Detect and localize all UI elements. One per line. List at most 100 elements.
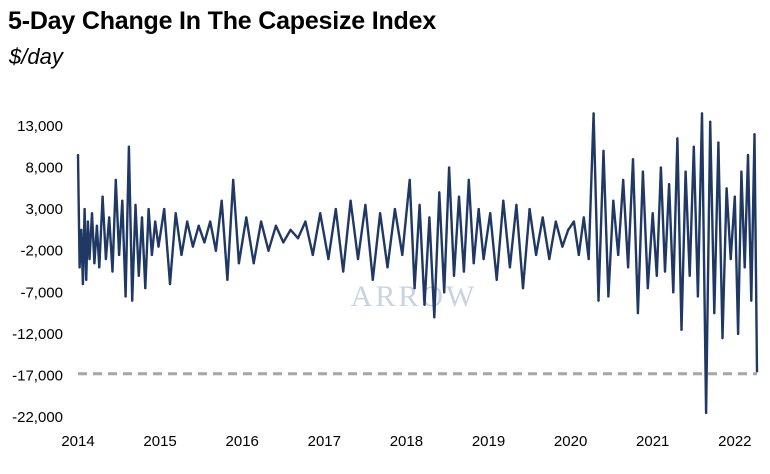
- data-point: [88, 257, 91, 261]
- data-point: [131, 299, 134, 302]
- data-point: [203, 241, 206, 244]
- x-tick-label: 2017: [308, 433, 341, 450]
- data-point: [567, 228, 570, 232]
- data-point: [587, 257, 590, 261]
- data-point: [78, 266, 81, 269]
- data-point: [134, 203, 137, 207]
- data-point: [327, 257, 330, 261]
- data-point: [462, 270, 466, 273]
- data-point: [602, 149, 605, 153]
- data-point: [209, 220, 212, 223]
- data-point: [655, 274, 658, 277]
- data-point: [342, 270, 345, 273]
- data-point: [740, 170, 743, 173]
- data-point: [577, 253, 580, 257]
- data-point: [137, 274, 140, 277]
- data-point: [371, 278, 374, 281]
- data-point: [180, 253, 183, 257]
- data-point: [127, 145, 131, 148]
- data-point: [753, 133, 756, 136]
- data-point: [717, 141, 720, 144]
- x-tick-label: 2022: [718, 433, 751, 450]
- data-point: [696, 295, 700, 298]
- data-point: [95, 224, 99, 227]
- data-point: [688, 274, 691, 277]
- data-point: [232, 178, 235, 182]
- data-point: [114, 178, 118, 182]
- data-point: [304, 220, 307, 223]
- data-point: [147, 207, 150, 211]
- data-point: [489, 212, 492, 215]
- data-point: [274, 224, 278, 227]
- data-point: [667, 183, 671, 186]
- x-tick-label: 2016: [226, 433, 259, 450]
- data-point: [168, 282, 172, 286]
- data-point: [692, 145, 695, 148]
- data-point: [86, 220, 90, 223]
- data-point: [636, 311, 640, 315]
- y-tick-label: 3,000: [25, 201, 63, 218]
- data-point: [197, 224, 200, 227]
- data-point: [641, 170, 645, 173]
- data-point: [631, 158, 635, 161]
- data-point: [121, 199, 124, 202]
- data-point: [684, 170, 687, 173]
- data-point: [721, 336, 724, 340]
- data-point: [534, 253, 538, 257]
- data-point: [561, 245, 564, 248]
- y-tick-label: -7,000: [20, 284, 63, 301]
- data-point: [646, 286, 649, 290]
- data-point: [289, 228, 292, 232]
- x-tick-label: 2015: [143, 433, 176, 450]
- data-point: [144, 286, 147, 290]
- data-point: [408, 178, 411, 182]
- y-tick-label: 13,000: [17, 118, 63, 135]
- series-line: [76, 112, 759, 414]
- data-point: [401, 253, 404, 257]
- data-point: [746, 153, 750, 157]
- data-point: [80, 228, 83, 232]
- data-point: [83, 207, 86, 211]
- data-point: [259, 220, 263, 223]
- data-point: [572, 220, 576, 223]
- data-point: [725, 187, 728, 190]
- data-point: [154, 220, 157, 223]
- y-tick-label: -17,000: [12, 367, 63, 384]
- data-point: [214, 249, 218, 252]
- data-point: [334, 207, 337, 211]
- x-tick-label: 2019: [472, 433, 505, 450]
- y-axis-tick-labels: 13,000 8,000 3,000 -2,000 -7,000 -12,000 -17,0…: [12, 118, 63, 426]
- data-point: [191, 245, 195, 248]
- data-point: [282, 241, 285, 244]
- data-point: [85, 278, 88, 281]
- data-point: [438, 191, 441, 194]
- data-point: [607, 295, 610, 298]
- x-tick-label: 2018: [390, 433, 423, 450]
- data-point: [755, 370, 759, 373]
- data-point: [597, 299, 600, 302]
- data-point: [98, 266, 101, 269]
- data-point: [713, 311, 716, 315]
- data-point: [452, 274, 456, 277]
- data-point: [140, 216, 144, 219]
- data-point: [296, 237, 300, 240]
- data-point: [443, 291, 446, 294]
- data-point: [541, 216, 544, 219]
- data-point: [111, 270, 114, 273]
- series-points: [76, 112, 759, 414]
- x-tick-label: 2014: [61, 433, 94, 450]
- data-point: [592, 112, 595, 115]
- data-point: [226, 278, 229, 281]
- data-point: [472, 262, 475, 265]
- data-point: [548, 257, 551, 261]
- data-point: [709, 120, 712, 124]
- data-point: [364, 203, 367, 207]
- data-point: [521, 286, 525, 290]
- data-point: [311, 253, 314, 257]
- data-point: [150, 253, 154, 257]
- data-point: [515, 203, 518, 207]
- data-point: [554, 220, 557, 223]
- data-point: [104, 257, 108, 261]
- data-point: [319, 212, 322, 215]
